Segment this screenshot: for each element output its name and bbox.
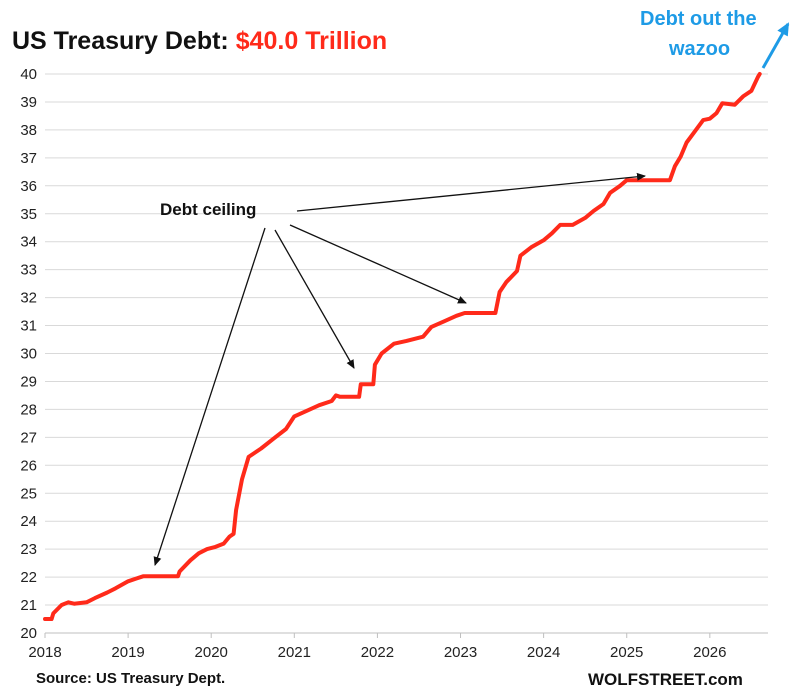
y-tick-label: 39 — [20, 94, 37, 111]
wazoo-label-line2: wazoo — [668, 38, 730, 60]
y-tick-label: 26 — [20, 457, 37, 474]
x-tick-label: 2026 — [693, 644, 726, 661]
y-tick-label: 30 — [20, 346, 37, 363]
grid-lines — [45, 73, 768, 606]
x-tick-label: 2018 — [28, 644, 61, 661]
brand-label: WOLFSTREET.com — [588, 670, 743, 689]
y-tick-label: 24 — [20, 513, 37, 530]
arrow-to-2021 — [274, 229, 355, 369]
y-tick-label: 33 — [20, 262, 37, 279]
wazoo-arrow — [761, 22, 790, 69]
y-tick-label: 35 — [20, 206, 37, 223]
y-tick-label: 40 — [20, 66, 37, 83]
y-tick-label: 32 — [20, 290, 37, 307]
y-tick-label: 34 — [20, 234, 37, 251]
x-tick-label: 2020 — [195, 644, 228, 661]
x-tick-label: 2024 — [527, 644, 560, 661]
y-tick-label: 21 — [20, 597, 37, 614]
x-tick-label: 2019 — [111, 644, 144, 661]
arrow-to-2023 — [289, 224, 467, 304]
chart-title: US Treasury Debt: $40.0 Trillion — [12, 27, 387, 55]
x-axis: 2018 2019 2020 2021 2022 2023 2024 2025 2026 — [28, 633, 727, 661]
chart-title-prefix: US Treasury Debt: — [12, 27, 236, 55]
x-tick-label: 2022 — [361, 644, 394, 661]
x-tick-label: 2021 — [278, 644, 311, 661]
y-tick-label: 36 — [20, 178, 37, 195]
y-tick-label: 22 — [20, 569, 37, 586]
x-tick-label: 2025 — [610, 644, 643, 661]
y-tick-label: 31 — [20, 318, 37, 335]
x-tick-label: 2023 — [444, 644, 477, 661]
y-tick-label: 23 — [20, 541, 37, 558]
y-tick-label: 37 — [20, 150, 37, 167]
y-axis: 20 21 22 23 24 25 26 27 28 29 30 31 32 33 34 35 36 37 38 39… — [20, 66, 37, 642]
arrow-to-2025 — [296, 172, 646, 212]
y-tick-label: 25 — [20, 485, 37, 502]
y-tick-label: 27 — [20, 429, 37, 446]
series-line-debt — [43, 72, 762, 621]
debt-ceiling-arrows — [153, 172, 646, 566]
y-tick-label: 38 — [20, 122, 37, 139]
y-tick-label: 20 — [20, 625, 37, 642]
wazoo-label-line1: Debt out the — [640, 8, 757, 30]
debt-ceiling-label: Debt ceiling — [160, 200, 256, 219]
chart-title-value: $40.0 Trillion — [236, 27, 387, 55]
arrow-to-2019 — [153, 227, 266, 566]
series-layer — [43, 72, 762, 621]
y-tick-label: 29 — [20, 373, 37, 390]
source-label: Source: US Treasury Dept. — [36, 670, 225, 687]
y-tick-label: 28 — [20, 401, 37, 418]
